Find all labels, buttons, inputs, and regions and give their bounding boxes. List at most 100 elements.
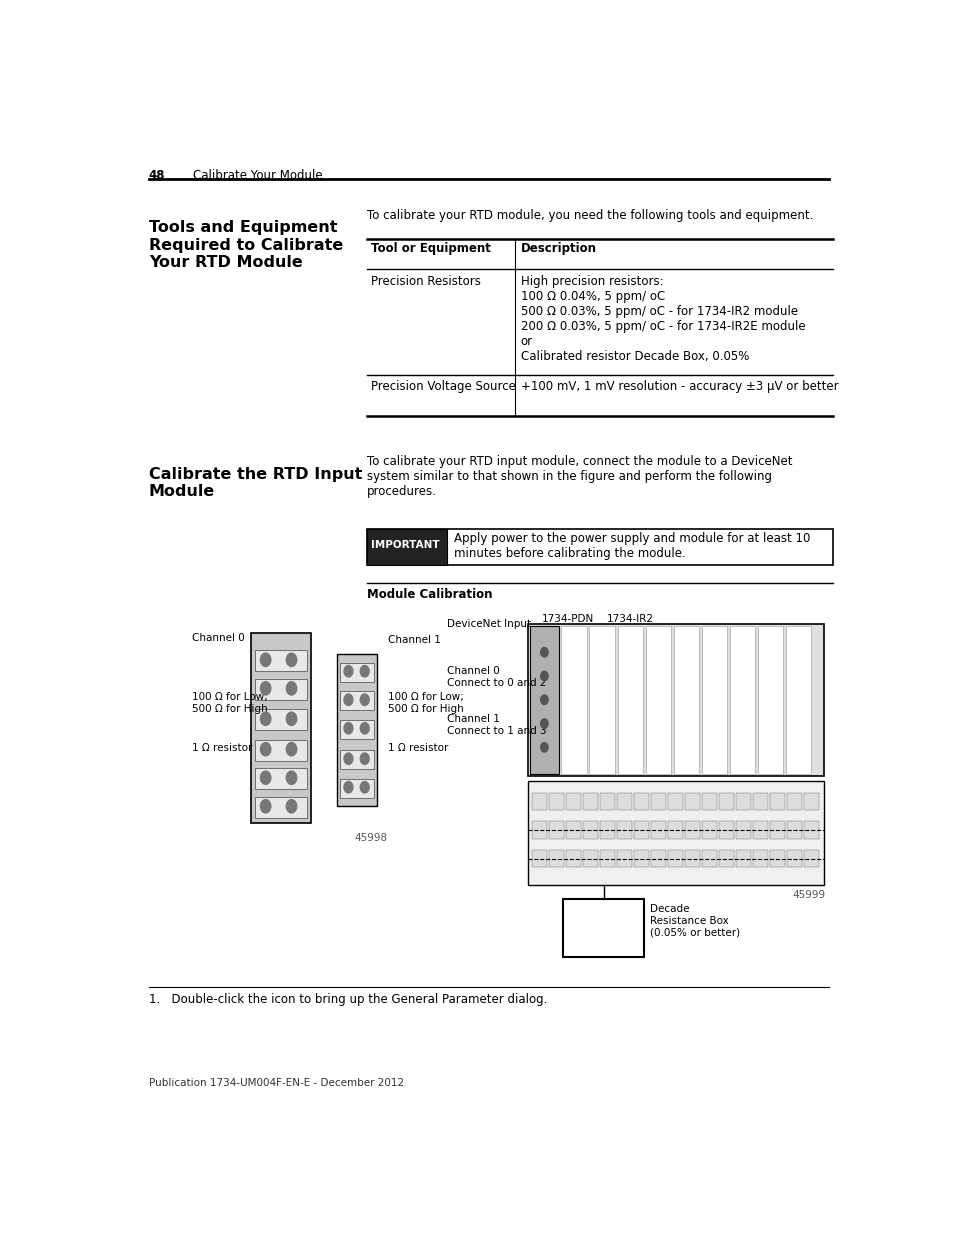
Bar xyxy=(528,624,823,776)
Bar xyxy=(803,793,818,810)
Text: 1734-PDN: 1734-PDN xyxy=(541,614,594,624)
Circle shape xyxy=(260,682,271,695)
Bar xyxy=(336,655,376,806)
Circle shape xyxy=(286,713,296,725)
Circle shape xyxy=(344,694,353,705)
Bar xyxy=(701,626,726,774)
Text: 1734-IR2: 1734-IR2 xyxy=(606,614,654,624)
Text: Tools and Equipment
Required to Calibrate
Your RTD Module: Tools and Equipment Required to Calibrat… xyxy=(149,221,343,270)
Text: High precision resistors:
100 Ω 0.04%, 5 ppm/ oC
500 Ω 0.03%, 5 ppm/ oC - for 17: High precision resistors: 100 Ω 0.04%, 5… xyxy=(520,274,804,363)
Bar xyxy=(565,821,580,839)
Text: 1.   Double-click the icon to bring up the General Parameter dialog.: 1. Double-click the icon to bring up the… xyxy=(149,993,547,1005)
Bar xyxy=(645,626,670,774)
Text: Calibrate the RTD Input
Module: Calibrate the RTD Input Module xyxy=(149,467,362,499)
Circle shape xyxy=(260,799,271,813)
Bar xyxy=(667,850,682,867)
Bar xyxy=(255,740,307,761)
Bar xyxy=(529,626,558,774)
Text: To calibrate your RTD module, you need the following tools and equipment.: To calibrate your RTD module, you need t… xyxy=(367,209,813,222)
Circle shape xyxy=(286,799,296,813)
Circle shape xyxy=(286,771,296,784)
Bar xyxy=(340,692,374,710)
Text: Module Calibration: Module Calibration xyxy=(367,589,492,601)
Bar xyxy=(340,779,374,798)
Bar xyxy=(582,850,597,867)
Bar xyxy=(769,793,784,810)
Circle shape xyxy=(344,782,353,793)
Circle shape xyxy=(360,782,369,793)
Bar xyxy=(719,850,733,867)
Circle shape xyxy=(344,666,353,677)
Circle shape xyxy=(260,742,271,756)
Text: Precision Voltage Source: Precision Voltage Source xyxy=(370,380,515,393)
Bar xyxy=(617,850,631,867)
Bar xyxy=(589,626,614,774)
Text: Tool or Equipment: Tool or Equipment xyxy=(370,242,490,256)
Bar xyxy=(548,821,563,839)
Bar xyxy=(367,529,446,564)
Text: Channel 0: Channel 0 xyxy=(192,634,244,643)
Bar xyxy=(531,821,546,839)
Text: 45999: 45999 xyxy=(791,890,824,900)
Circle shape xyxy=(360,666,369,677)
Bar xyxy=(599,821,614,839)
Bar xyxy=(633,821,648,839)
Bar xyxy=(667,793,682,810)
Text: Apply power to the power supply and module for at least 10
minutes before calibr: Apply power to the power supply and modu… xyxy=(454,532,810,561)
Bar xyxy=(560,626,586,774)
Text: Channel 1
Connect to 1 and 3: Channel 1 Connect to 1 and 3 xyxy=(446,714,546,736)
Bar xyxy=(255,797,307,818)
Bar xyxy=(633,850,648,867)
Bar xyxy=(340,720,374,739)
Bar xyxy=(255,768,307,789)
Bar xyxy=(599,793,614,810)
Text: Precision Resistors: Precision Resistors xyxy=(370,274,480,288)
Bar xyxy=(684,793,699,810)
Bar xyxy=(548,850,563,867)
Bar xyxy=(673,626,699,774)
Circle shape xyxy=(344,753,353,764)
Text: 48: 48 xyxy=(149,169,165,182)
Bar xyxy=(719,793,733,810)
Bar xyxy=(729,626,755,774)
Bar xyxy=(255,651,307,672)
Bar xyxy=(684,850,699,867)
Bar xyxy=(633,793,648,810)
Bar xyxy=(650,793,665,810)
Bar xyxy=(719,821,733,839)
Bar xyxy=(803,821,818,839)
Bar xyxy=(340,750,374,769)
Text: 45998: 45998 xyxy=(354,832,387,842)
Circle shape xyxy=(540,647,547,657)
Bar xyxy=(531,793,546,810)
Bar xyxy=(582,821,597,839)
Text: 100 Ω for Low;
500 Ω for High: 100 Ω for Low; 500 Ω for High xyxy=(192,692,267,714)
Text: 1 Ω resistor: 1 Ω resistor xyxy=(192,742,252,752)
Bar xyxy=(786,850,801,867)
Bar xyxy=(548,793,563,810)
Text: +100 mV, 1 mV resolution - accuracy ±3 μV or better: +100 mV, 1 mV resolution - accuracy ±3 μ… xyxy=(520,380,838,393)
Text: Decade
Resistance Box
(0.05% or better): Decade Resistance Box (0.05% or better) xyxy=(649,904,740,937)
Bar xyxy=(735,793,750,810)
Bar xyxy=(701,850,716,867)
Bar xyxy=(735,821,750,839)
Circle shape xyxy=(360,722,369,734)
Bar xyxy=(617,793,631,810)
Circle shape xyxy=(260,653,271,667)
Bar xyxy=(255,709,307,730)
Bar xyxy=(701,821,716,839)
Bar xyxy=(701,793,716,810)
Circle shape xyxy=(260,713,271,725)
Bar xyxy=(769,850,784,867)
Circle shape xyxy=(360,753,369,764)
Bar xyxy=(582,793,597,810)
Bar xyxy=(758,626,782,774)
Circle shape xyxy=(260,771,271,784)
Bar xyxy=(785,626,810,774)
Bar xyxy=(367,529,832,564)
Circle shape xyxy=(286,653,296,667)
Circle shape xyxy=(540,672,547,680)
Text: 100 Ω for Low;
500 Ω for High: 100 Ω for Low; 500 Ω for High xyxy=(387,692,463,714)
Circle shape xyxy=(540,695,547,704)
Text: Publication 1734-UM004F-EN-E - December 2012: Publication 1734-UM004F-EN-E - December … xyxy=(149,1078,403,1088)
